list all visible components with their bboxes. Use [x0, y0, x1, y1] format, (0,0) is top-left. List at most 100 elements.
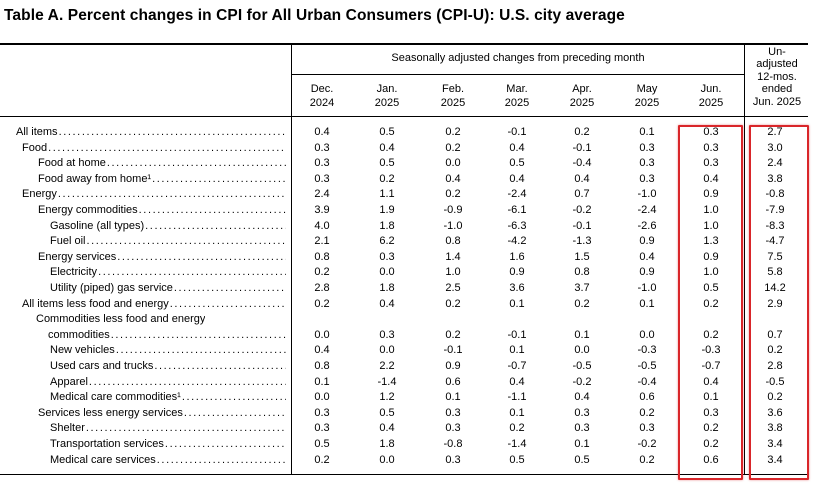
value-cell: 0.1: [314, 375, 330, 388]
value-cell: 0.3: [703, 406, 719, 419]
value-cell: 0.3: [445, 422, 461, 435]
value-cell: 0.2: [445, 188, 461, 201]
column-header: Apr. 2025: [554, 82, 610, 110]
value-cell: 0.3: [379, 250, 395, 263]
value-cell: 0.4: [379, 297, 395, 310]
value-cell: 0.9: [509, 266, 525, 279]
value-cell: 0.2: [574, 297, 590, 310]
value-cell: 0.8: [314, 360, 330, 372]
value-cell: 0.0: [445, 157, 461, 170]
row-label: All items: [16, 126, 58, 138]
value-cell: 1.0: [445, 266, 461, 279]
value-cell: -0.7: [507, 360, 527, 372]
value-cell: 2.4: [314, 188, 330, 201]
dot-leader: ........................................…: [169, 297, 286, 310]
unadjusted-value-cell: 3.6: [767, 406, 783, 419]
value-cell: 0.5: [574, 453, 590, 466]
row-label: Food away from home¹: [38, 172, 152, 185]
value-cell: -2.4: [507, 188, 527, 201]
column-header-line: 2025: [569, 97, 595, 109]
unadjusted-value-cell: 3.8: [767, 422, 783, 435]
column-header: May 2025: [619, 82, 675, 110]
column-header: Jun. 2025: [683, 82, 739, 110]
value-cell: 0.0: [379, 453, 395, 466]
unadjusted-value-cell: -8.3: [765, 219, 785, 232]
column-header-line: Jun.: [700, 83, 722, 95]
value-cell: 0.1: [574, 438, 590, 450]
bottom-rule: [0, 474, 808, 475]
value-cell: 0.4: [379, 422, 395, 435]
value-cell: 0.9: [639, 266, 655, 279]
unadjusted-value-cell: 5.8: [767, 266, 783, 279]
row-label: Energy commodities: [38, 204, 138, 216]
dot-leader: ........................................…: [88, 375, 286, 388]
value-cell: 0.5: [379, 406, 395, 419]
row-label: Medical care commodities¹: [50, 391, 181, 404]
value-cell: 0.2: [314, 453, 330, 466]
annual-highlight-box: [749, 125, 809, 480]
value-cell: 1.8: [379, 219, 395, 232]
value-cell: -1.0: [637, 188, 657, 201]
value-cell: 2.1: [314, 235, 330, 248]
value-cell: 1.9: [379, 204, 395, 216]
row-label: Services less energy services: [38, 406, 183, 419]
value-cell: 0.1: [509, 344, 525, 357]
value-cell: 0.8: [445, 235, 461, 248]
value-cell: 0.6: [639, 391, 655, 404]
value-cell: 0.2: [509, 422, 525, 435]
value-cell: 0.1: [639, 126, 655, 138]
value-cell: -0.4: [637, 375, 657, 388]
value-cell: 0.7: [574, 188, 590, 201]
column-header-line: Dec.: [310, 83, 334, 95]
value-cell: -0.5: [637, 360, 657, 372]
value-cell: -1.3: [572, 235, 592, 248]
value-cell: 0.2: [445, 126, 461, 138]
value-cell: 0.2: [379, 172, 395, 185]
value-cell: 0.0: [314, 391, 330, 404]
value-cell: -1.1: [507, 391, 527, 404]
value-cell: -0.4: [572, 157, 592, 170]
value-cell: 2.8: [314, 282, 330, 294]
value-cell: 0.2: [703, 328, 719, 341]
value-cell: 0.3: [314, 141, 330, 154]
dot-leader: ........................................…: [156, 453, 286, 466]
value-cell: 2.2: [379, 360, 395, 372]
value-cell: -6.3: [507, 219, 527, 232]
value-cell: 0.4: [509, 375, 525, 388]
unadjusted-value-cell: 0.7: [767, 328, 783, 341]
value-cell: 0.2: [574, 126, 590, 138]
value-cell: 0.4: [639, 250, 655, 263]
value-cell: 0.2: [445, 297, 461, 310]
unadjusted-header-line: Jun. 2025: [752, 95, 802, 108]
value-cell: 0.4: [509, 141, 525, 154]
table-title: Table A. Percent changes in CPI for All …: [4, 7, 625, 24]
value-cell: -0.1: [572, 141, 592, 154]
value-cell: 0.4: [379, 141, 395, 154]
value-cell: 0.3: [703, 157, 719, 170]
value-cell: 0.0: [379, 344, 395, 357]
seasonal-header: Seasonally adjusted changes from precedi…: [391, 52, 645, 64]
value-cell: -0.1: [572, 219, 592, 232]
value-cell: -0.7: [701, 360, 721, 372]
unadjusted-header-line: Un-: [768, 46, 786, 58]
unadjusted-value-cell: 3.8: [767, 172, 783, 185]
dot-leader: ........................................…: [173, 282, 286, 294]
row-label: Transportation services: [50, 438, 164, 450]
row-label: Food: [22, 141, 48, 154]
unadjusted-value-cell: -4.7: [765, 235, 785, 248]
value-cell: 1.0: [703, 219, 719, 232]
value-cell: 0.2: [639, 406, 655, 419]
value-cell: 1.4: [445, 250, 461, 263]
value-cell: 0.3: [639, 422, 655, 435]
value-cell: 1.8: [379, 282, 395, 294]
value-cell: 0.3: [703, 126, 719, 138]
value-cell: 0.4: [509, 172, 525, 185]
value-cell: -1.0: [443, 219, 463, 232]
unadjusted-value-cell: 0.2: [767, 391, 783, 404]
row-label: commodities: [48, 328, 110, 341]
column-header-line: 2025: [440, 97, 466, 109]
column-header-line: Feb.: [441, 83, 464, 95]
value-cell: 0.3: [574, 422, 590, 435]
value-cell: 0.5: [703, 282, 719, 294]
value-cell: 1.1: [379, 188, 395, 201]
